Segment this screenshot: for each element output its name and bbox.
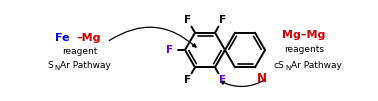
Text: F: F bbox=[166, 45, 174, 55]
FancyArrowPatch shape bbox=[109, 27, 196, 47]
Text: reagent: reagent bbox=[62, 47, 98, 56]
Text: Ar Pathway: Ar Pathway bbox=[291, 60, 342, 69]
Text: S: S bbox=[47, 60, 53, 69]
Text: F: F bbox=[219, 15, 226, 25]
Text: Fe: Fe bbox=[55, 33, 70, 43]
Text: cS: cS bbox=[274, 60, 285, 69]
Text: reagents: reagents bbox=[284, 45, 324, 55]
Text: N: N bbox=[257, 72, 266, 85]
Text: F: F bbox=[184, 75, 191, 85]
FancyArrowPatch shape bbox=[221, 79, 266, 86]
Text: N: N bbox=[54, 65, 59, 71]
Text: N: N bbox=[285, 65, 290, 71]
Text: F: F bbox=[184, 15, 191, 25]
Text: Ar Pathway: Ar Pathway bbox=[60, 60, 111, 69]
Text: Mg–Mg: Mg–Mg bbox=[282, 30, 325, 40]
Text: –Mg: –Mg bbox=[76, 33, 101, 43]
Text: F: F bbox=[219, 75, 226, 85]
